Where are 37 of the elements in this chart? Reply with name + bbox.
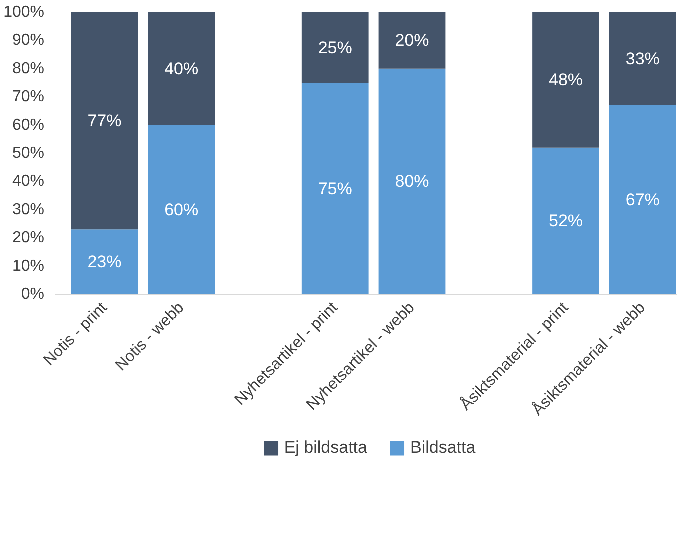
y-tick-label: 100%	[4, 4, 44, 21]
bar	[302, 83, 369, 294]
y-tick-label: 20%	[12, 230, 45, 247]
bar	[378, 68, 446, 294]
bar	[532, 148, 600, 294]
y-tick-label: 10%	[12, 258, 45, 275]
bar	[302, 12, 369, 83]
data-label: 20%	[395, 31, 430, 50]
data-label: 40%	[164, 59, 199, 78]
bar	[532, 12, 600, 148]
data-label: 75%	[318, 179, 352, 198]
y-tick-label: 70%	[12, 88, 45, 106]
bar	[609, 12, 676, 106]
y-tick-label: 0%	[21, 286, 44, 303]
data-label: 80%	[395, 172, 430, 192]
y-tick-label: 90%	[12, 32, 45, 50]
legend-label: Ej bildsatta	[284, 438, 368, 458]
y-tick-label: 50%	[12, 145, 45, 162]
bar	[378, 12, 446, 69]
data-label: 33%	[626, 50, 660, 69]
data-label: 23%	[88, 252, 122, 272]
y-tick-label: 30%	[12, 201, 45, 218]
data-label: 67%	[626, 190, 660, 210]
data-label: 52%	[549, 212, 584, 231]
y-tick-label: 60%	[12, 116, 45, 134]
data-label: 25%	[318, 38, 352, 58]
bar	[71, 230, 138, 294]
y-tick-label: 80%	[12, 60, 45, 78]
y-tick-label: 40%	[12, 173, 45, 190]
bar	[148, 12, 216, 126]
data-label: 48%	[549, 70, 584, 90]
data-label: 77%	[88, 112, 122, 131]
data-label: 60%	[164, 200, 199, 220]
bar	[609, 106, 676, 294]
bar	[148, 125, 216, 294]
bar	[71, 12, 138, 230]
legend-label: Bildsatta	[410, 438, 476, 458]
